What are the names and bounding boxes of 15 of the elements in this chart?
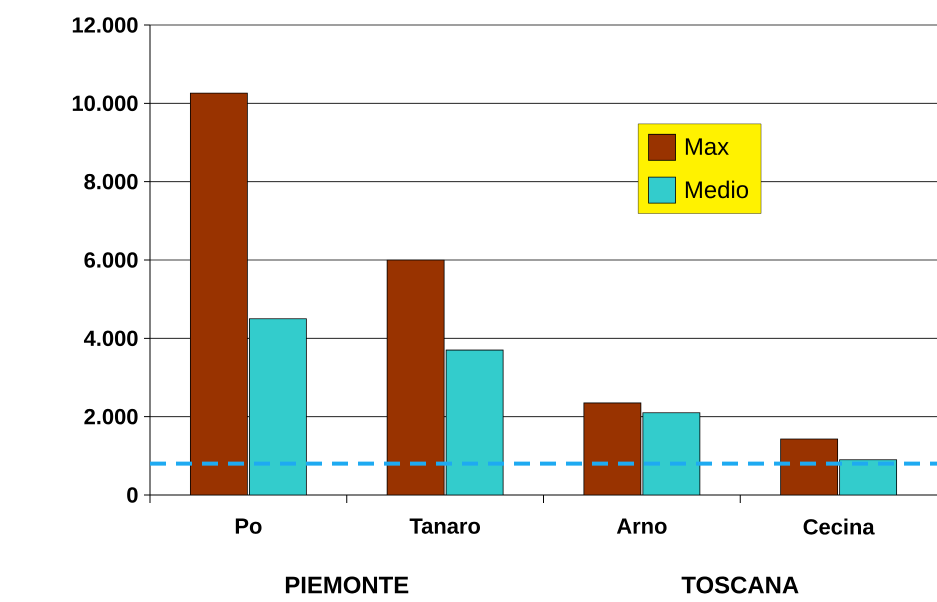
- y-tick-label: 2.000: [84, 408, 138, 424]
- text: PIEMONTE: [286, 576, 408, 594]
- y-tick-label: 4.000: [84, 330, 138, 346]
- x-tick-label: Cecina: [804, 518, 875, 535]
- y-tick-label: 8.000: [84, 174, 138, 190]
- text: TOSCANA: [682, 576, 799, 594]
- y-tick-label: 6.000: [84, 252, 138, 268]
- y-tick-label: 10.000: [72, 96, 138, 112]
- y-tick-label: 0: [127, 487, 138, 503]
- legend-label: Max: [686, 138, 729, 156]
- x-tick-label: Po: [236, 518, 262, 534]
- x-tick-label: Arno: [616, 518, 667, 534]
- x-tick-label: Tanaro: [410, 518, 480, 534]
- y-tick-label: 12.000: [72, 17, 138, 33]
- legend-label: Medio: [686, 180, 748, 198]
